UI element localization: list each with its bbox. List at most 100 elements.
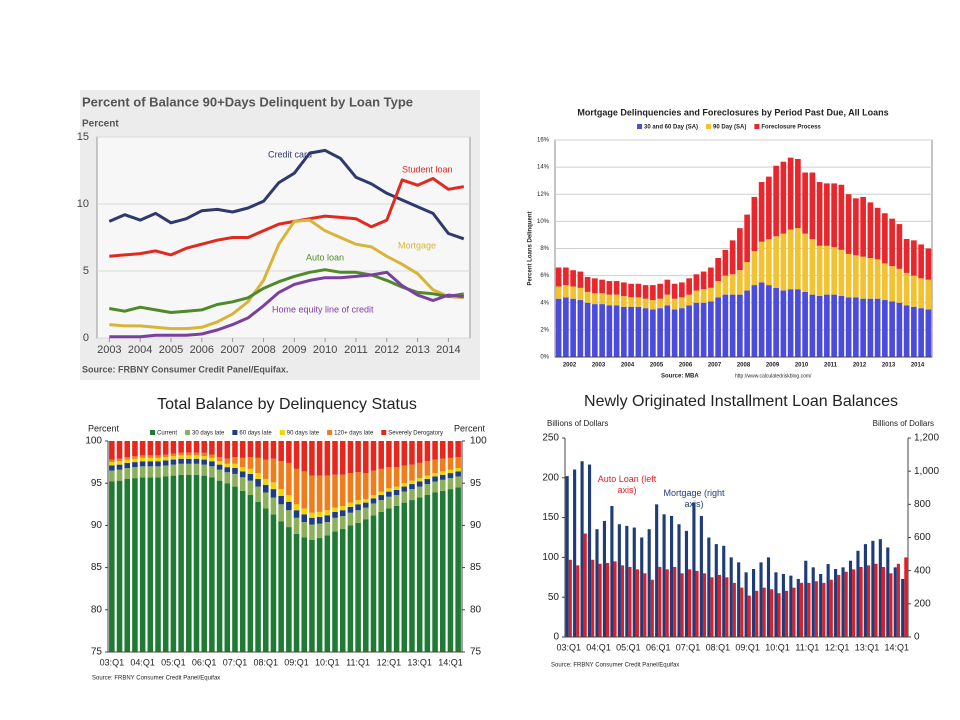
bar-segment [657,298,663,309]
bar [598,563,602,637]
bar-segment [824,183,830,246]
bar-segment [155,466,161,478]
bar-segment [925,309,932,357]
bar-segment [347,512,354,526]
bar-segment [139,441,146,456]
bar-segment [262,492,269,509]
bar-segment [116,461,123,465]
bar [799,582,804,637]
bar-segment [599,304,605,357]
y-tick-label: 150 [542,512,559,523]
bar-segment [147,466,154,478]
bar-segment [132,458,138,463]
x-tick-label: 14:Q1 [885,642,910,652]
y-tick-label: 100 [542,552,559,563]
x-tick-label: 2009 [766,363,780,369]
bar-segment [686,294,692,306]
bar-segment [925,248,932,280]
bar-segment [577,300,584,357]
bar-segment [700,271,707,290]
bar-segment [744,262,750,291]
bar-segment [401,465,408,484]
bar [669,515,674,637]
bar-segment [671,298,678,310]
bar-segment [729,240,736,275]
bar-segment [650,309,656,357]
legend-swatch [150,430,155,435]
source: Source: FRBNY Consumer Credit Panel/Equi… [92,676,220,682]
bar-segment [316,441,323,476]
bar [680,573,684,637]
bar-segment [780,233,787,291]
y-tick-label-right: 85 [470,562,482,573]
bar [692,502,696,637]
bar-segment [255,441,261,458]
bar-segment [918,278,924,309]
bar-segment [664,279,671,295]
y-axis-label-right: Percent [454,423,486,433]
bar-segment [432,481,438,493]
bar-segment [773,287,779,357]
bar-segment [255,457,261,474]
source-url: http://www.calculatedriskblog.com/ [735,373,812,379]
bar-segment [216,480,223,652]
x-tick-label: 2013 [405,344,429,356]
bar-segment [918,244,924,279]
bar-segment [853,297,859,357]
line-series [108,148,465,241]
bar-segment [693,302,700,357]
bar [752,569,756,637]
bar [602,520,607,637]
bar-segment [262,484,269,493]
bar-segment [178,441,184,453]
bar [695,570,699,637]
bar-segment [700,302,707,357]
bar-segment [455,487,461,652]
bar-segment [751,285,758,357]
bar-segment [309,539,315,652]
bar-segment [262,508,269,652]
legend-swatch [232,430,238,435]
bar-segment [309,517,315,525]
series-annotation: Mortgage (right axis) [663,488,725,509]
bar-segment [766,285,772,357]
bar [896,563,900,637]
bar-segment [186,474,192,652]
bar [684,530,689,637]
y2-tick-label: 0 [914,632,920,643]
x-tick-label: 11:Q1 [795,642,819,652]
bar [576,565,580,637]
line-series [109,270,464,339]
x-tick-label: 2005 [159,344,183,356]
bar-segment [393,505,400,652]
bar-segment [409,441,415,465]
x-tick-label: 2003 [97,344,121,356]
bar-segment [432,476,438,482]
bar-segment [386,491,392,497]
series-label: Auto loan [306,252,344,262]
bar-segment [255,486,261,502]
bar [755,590,759,637]
bar-segment [224,472,231,484]
bar-segment [239,477,246,491]
y-tick-label: 4% [540,300,549,306]
bar-segment [155,455,161,458]
bar-segment [393,441,400,468]
chart-title: Total Balance by Delinquency Status [157,396,417,413]
x-tick-label: 2008 [251,344,275,356]
bar [874,563,878,637]
series-label: Home equity line of credit [272,304,374,314]
bar-segment [845,194,852,254]
x-tick-label: 13:Q1 [407,657,432,667]
bar [829,579,833,637]
bar [859,566,863,637]
bar-segment [795,158,801,229]
y2-tick-label: 1,000 [914,466,939,477]
bar-segment [447,457,454,470]
x-tick-label: 03:Q1 [100,657,125,667]
x-tick-label: 04:Q1 [130,657,155,667]
bar-segment [239,490,246,652]
bar-segment [679,282,685,298]
bar-segment [301,514,308,523]
bar-segment [447,473,454,479]
